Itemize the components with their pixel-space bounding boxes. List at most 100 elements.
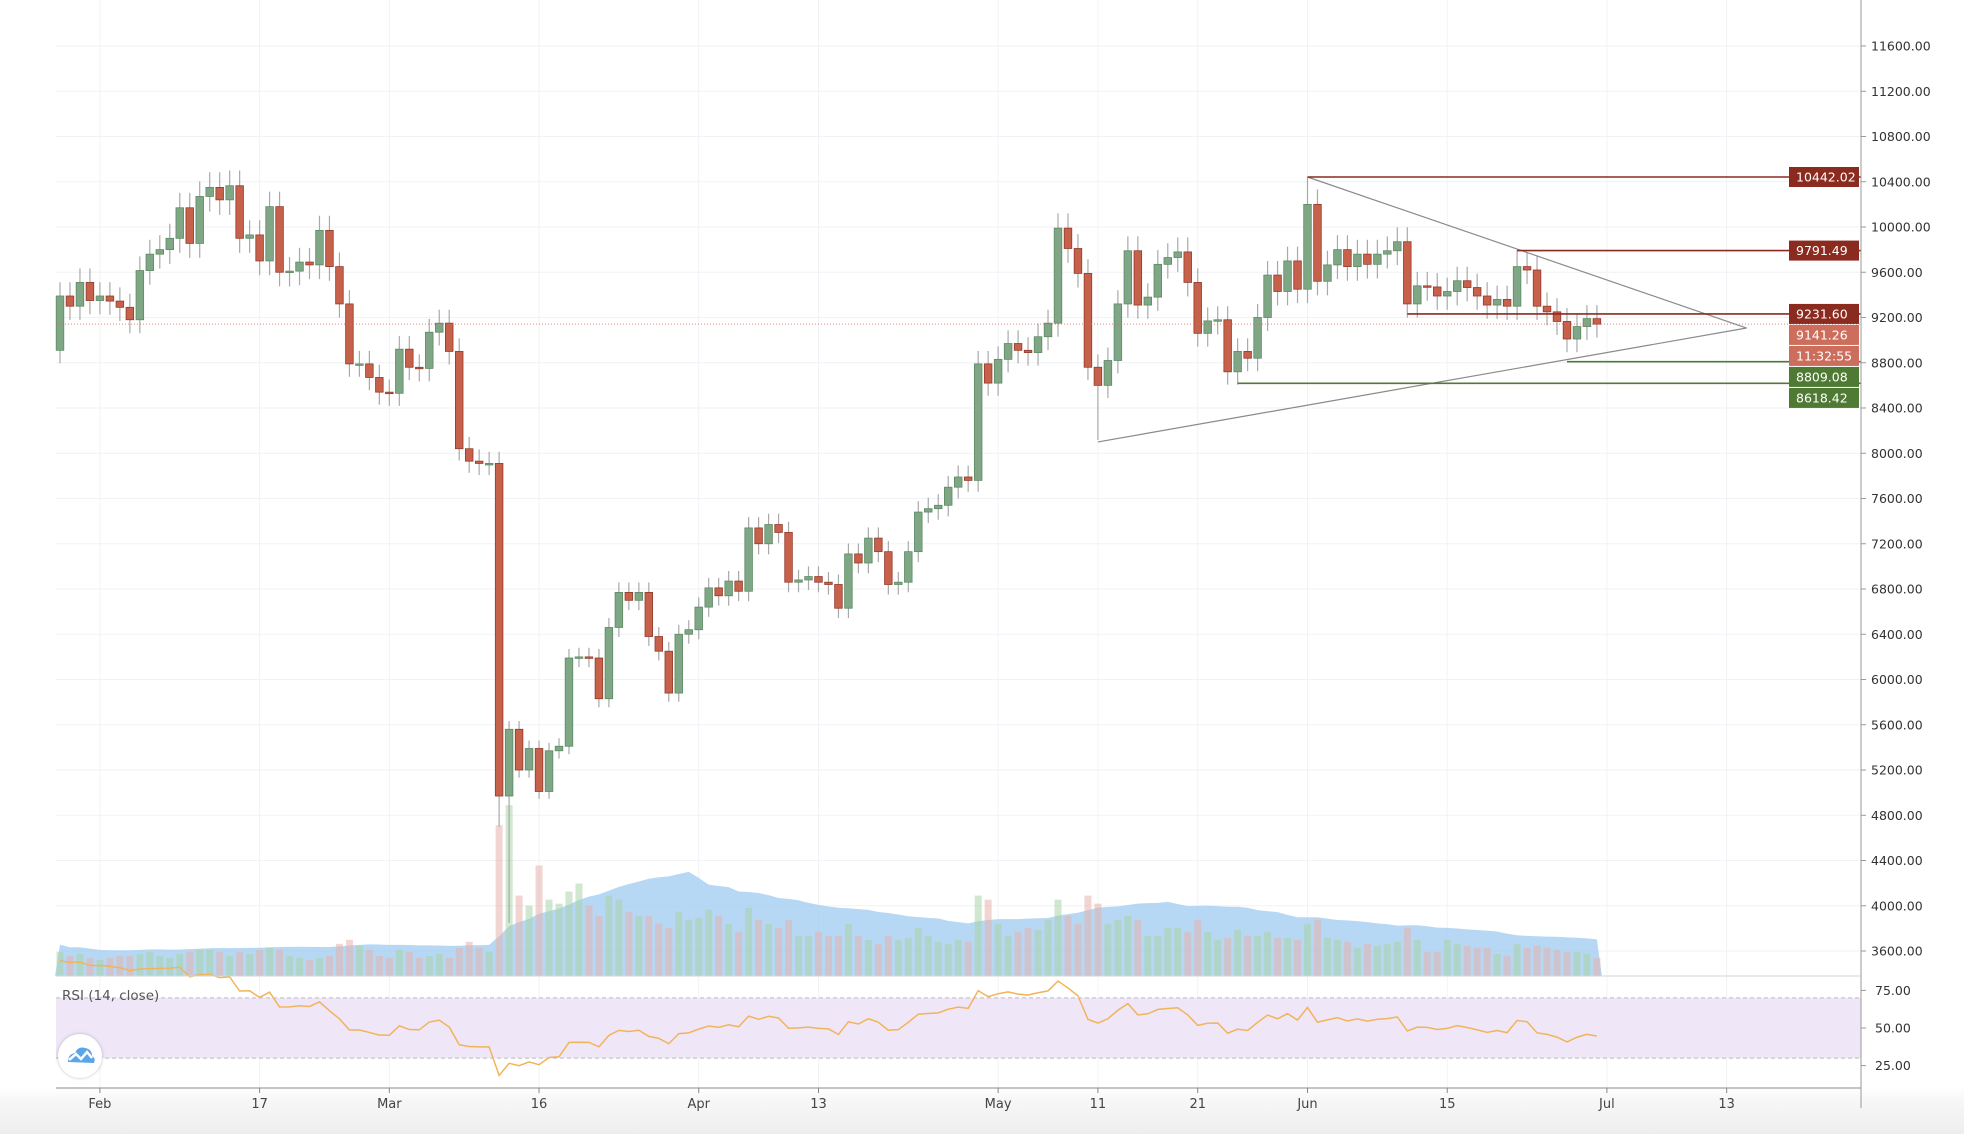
time-tick-label: 13 (1718, 1097, 1735, 1112)
candle-down (963, 476, 973, 481)
candle-down (1313, 203, 1322, 282)
volume-bar (715, 915, 723, 976)
volume-bar (964, 941, 972, 976)
candle-up (1512, 266, 1522, 307)
candle-up (1213, 319, 1222, 322)
volume-bar (645, 915, 653, 976)
volume-bar (775, 927, 783, 976)
volume-bar (156, 955, 164, 976)
candle-down (474, 460, 484, 464)
volume-bar (1363, 943, 1371, 976)
candle-up (1233, 351, 1242, 373)
volume-bar (1443, 939, 1451, 976)
volume-bar (844, 923, 852, 976)
time-tick-label: 17 (251, 1097, 268, 1112)
candle-down (1013, 343, 1023, 351)
candle-up (973, 363, 983, 481)
level-price-label: 8809.08 (1796, 369, 1848, 384)
price-tick-label: 7200.00 (1871, 536, 1923, 551)
candle-up (395, 348, 404, 394)
bar-countdown-label: 11:32:55 (1796, 348, 1852, 363)
volume-bar (1523, 947, 1531, 976)
cloud-chart-icon (68, 1047, 95, 1063)
volume-bar (335, 943, 343, 976)
last-price-label-bg (1789, 324, 1859, 345)
volume-bar (1124, 915, 1132, 976)
volume-bar (76, 953, 84, 976)
candle-up (1163, 257, 1172, 265)
candle-up (265, 206, 274, 262)
candle-up (904, 551, 913, 583)
candle-down (754, 527, 763, 545)
candle-up (1173, 251, 1182, 258)
trendline (1307, 176, 1747, 329)
volume-bar (385, 957, 393, 976)
volume-bar (655, 923, 663, 976)
candle-down (1293, 260, 1302, 290)
volume-bar (375, 955, 383, 976)
volume-bar (785, 919, 793, 976)
volume-bar (345, 939, 353, 976)
volume-bar (685, 919, 693, 976)
candle-up (744, 527, 753, 592)
volume-bar (1234, 929, 1242, 976)
bar-countdown-label-bg (1789, 345, 1859, 366)
volume-bar (405, 951, 413, 976)
volume-bar (545, 899, 553, 976)
volume-bar (306, 959, 313, 976)
price-tick-label: 11600.00 (1871, 39, 1931, 54)
time-tick-label: Mar (377, 1097, 402, 1112)
volume-bar (1204, 931, 1212, 976)
volume-bar (944, 943, 952, 976)
volume-bar (1453, 943, 1461, 976)
candle-down (584, 656, 594, 659)
level-price-label-bg (1789, 303, 1859, 324)
candle-up (1443, 291, 1452, 297)
tradingview-logo-icon[interactable] (58, 1034, 102, 1078)
volume-bar (555, 903, 563, 976)
price-tick-label: 4000.00 (1871, 898, 1923, 913)
price-tick-label: 10400.00 (1871, 174, 1931, 189)
price-tick-label: 10800.00 (1871, 129, 1931, 144)
level-price-label: 8618.42 (1796, 390, 1848, 405)
price-tick-label: 6800.00 (1871, 582, 1923, 597)
volume-bar (854, 935, 862, 976)
candle-down (1403, 241, 1412, 305)
volume-bar (465, 941, 473, 976)
candle-up (75, 282, 85, 307)
candle-up (1143, 296, 1153, 306)
volume-bar (116, 955, 124, 976)
volume-bar (296, 957, 304, 976)
price-tick-label: 4400.00 (1871, 853, 1923, 868)
candle-down (1433, 286, 1442, 297)
candle-down (734, 580, 743, 592)
volume-bar (1114, 919, 1122, 976)
candle-down (784, 532, 793, 583)
rsi-legend[interactable]: RSI (14, close) (62, 988, 160, 1004)
candles-layer (55, 170, 1602, 923)
price-tick-label: 8800.00 (1871, 355, 1923, 370)
candle-up (844, 553, 853, 609)
candle-up (944, 486, 953, 506)
candle-down (1183, 251, 1192, 283)
candle-down (1093, 366, 1103, 386)
volume-bar (425, 955, 433, 976)
volume-bar (166, 957, 174, 976)
time-tick-label: May (985, 1097, 1012, 1112)
time-tick-label: 15 (1439, 1097, 1456, 1112)
volume-bar (1074, 923, 1082, 976)
volume-bar (1563, 951, 1571, 976)
volume-bar (705, 909, 713, 976)
candle-up (1113, 303, 1123, 361)
candle-up (135, 270, 145, 321)
volume-bar (1503, 955, 1511, 976)
candle-up (55, 295, 65, 351)
volume-bar (675, 911, 683, 976)
candle-up (315, 229, 324, 266)
price-tick-label: 7600.00 (1871, 491, 1923, 506)
candle-down (1462, 280, 1472, 288)
candle-down (1363, 253, 1372, 265)
candle-up (1373, 253, 1382, 265)
